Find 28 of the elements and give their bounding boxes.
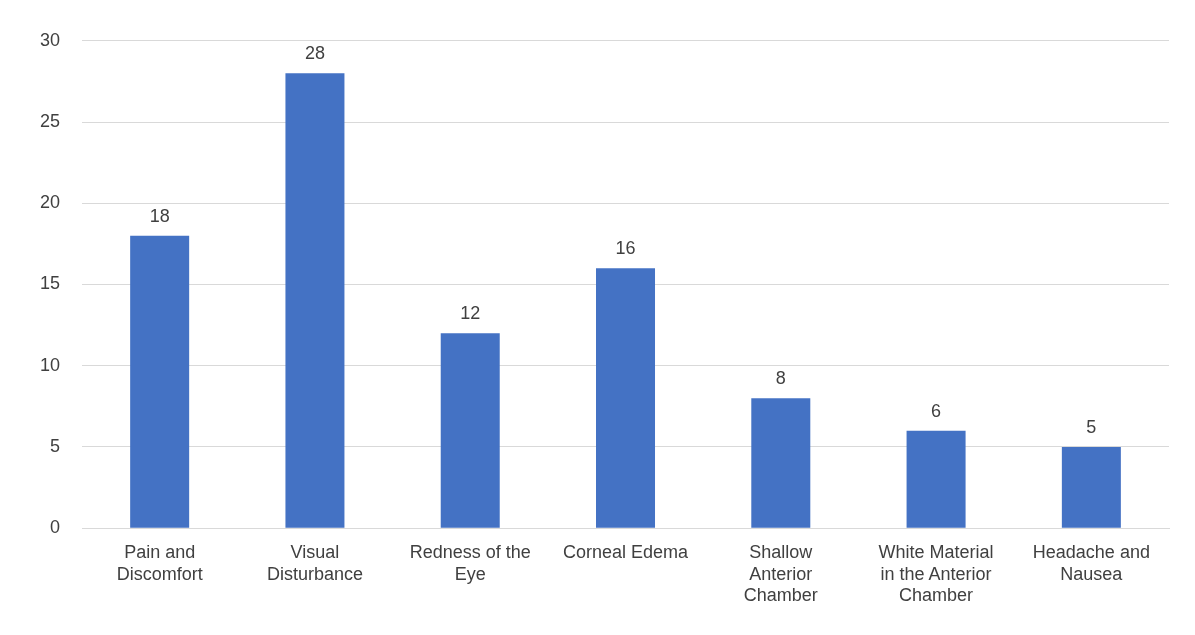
x-tick-label: Headache and Nausea (1032, 541, 1150, 584)
x-tick-label: Pain and Discomfort (116, 541, 203, 584)
bar (751, 398, 811, 528)
y-tick-label: 5 (50, 435, 61, 456)
x-tick-label: Visual Disturbance (266, 541, 363, 584)
y-tick-label: 20 (39, 192, 61, 213)
data-label: 8 (775, 368, 786, 389)
data-label: 5 (1086, 416, 1097, 437)
data-label: 18 (149, 205, 170, 226)
bar (130, 235, 190, 528)
bar (285, 73, 345, 528)
bar (1061, 446, 1121, 528)
y-tick-label: 30 (39, 29, 61, 50)
bar (440, 333, 500, 528)
data-label: 28 (304, 43, 325, 64)
y-tick-label: 25 (39, 111, 61, 131)
x-tick-label: White Material in the Anterior Chamber (878, 541, 994, 606)
y-tick-label: 15 (39, 273, 61, 294)
x-tick-label: Shallow Anterior Chamber (743, 541, 818, 606)
data-label: 16 (615, 238, 636, 259)
bar (906, 430, 966, 528)
y-tick-label: 0 (50, 517, 61, 538)
data-label: 6 (931, 400, 942, 421)
x-tick-label: Corneal Edema (562, 541, 690, 562)
x-tick-label: Redness of the Eye (409, 541, 531, 584)
bar (596, 268, 656, 528)
data-label: 12 (460, 303, 481, 324)
y-tick-label: 10 (39, 354, 61, 375)
